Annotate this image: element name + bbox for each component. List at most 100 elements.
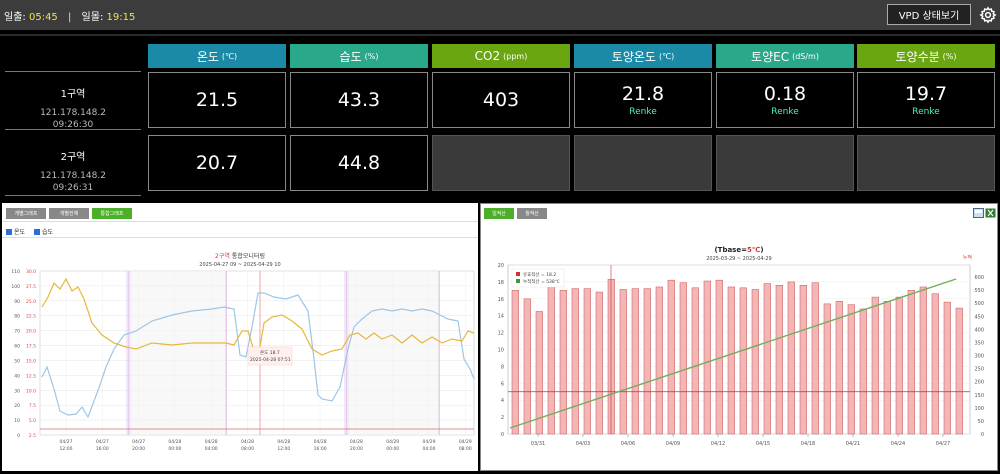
sensor-value: 0.18 [763,83,807,105]
sensor-value: 403 [482,89,520,111]
y-right-tick: 17.5 [26,344,36,350]
daily-bar [655,286,663,435]
sensor-model: Renke [629,107,657,117]
panel-border [480,203,998,471]
x-tick-date: 04/28 [205,439,218,445]
column-label: 토양수분 [895,49,940,64]
daily-bar [751,289,759,435]
y-left-tick: 16 [498,297,504,303]
sensor-model: Renke [771,107,799,117]
sensor-value-cell [432,135,570,191]
column-label: CO2 [474,49,501,63]
y-right-tick: 200 [974,380,984,386]
y-left-tick: 30 [14,388,20,394]
day-marker-band [126,271,131,435]
right-axis-label: 누적 [963,254,972,261]
chart-title-prefix: (Tbase= [714,246,747,254]
y-right-tick: 12.5 [26,373,36,379]
divider [5,129,141,130]
humidity-checkbox[interactable]: 습도 [34,227,53,236]
x-tick-time: 20:00 [132,446,145,452]
sensor-value: 19.7 [904,83,948,105]
sensor-value-cell: 20.7 [148,135,286,191]
x-tick: 04/15 [756,441,770,447]
vpd-status-button[interactable]: VPD 상태보기 [887,4,971,25]
x-tick-time: 04:00 [423,446,436,452]
y-left-tick: 80 [14,314,20,320]
y-left-tick: 20 [498,263,504,269]
x-tick-date: 04/28 [168,439,181,445]
combined-monitoring-chart: 2구역 통합모니터링 2025-04-27 09 ~ 2025-04-29 10 11… [11,252,475,452]
daily-bar [583,288,591,435]
daily-bar [883,301,891,435]
y-left-tick: 12 [498,331,504,337]
temperature-checkbox[interactable]: 온도 [6,227,25,236]
x-tick: 04/18 [801,441,815,447]
y-right-tick: 250 [974,367,984,373]
top-bar: 일출: 05:45 | 일몰: 19:15 VPD 상태보기 [0,0,1000,30]
right-chart-panel: 일적산 월적산 (Tbase=5℃) 2025-03-29 ~ 2025-04-2… [480,203,998,471]
daily-bar [667,279,675,435]
x-tick: 04/09 [666,441,680,447]
checkbox-label: 습도 [42,229,54,236]
y-right-tick: 50 [978,419,984,425]
column-label: 온도 [196,49,219,64]
zone-ip: 121.178.148.2 [40,108,106,118]
y-right-tick: 400 [974,327,984,333]
chart-title-text: 통합모니터링 [232,252,265,260]
x-tick-time: 08:00 [459,446,472,452]
sunset-time: 19:15 [106,12,136,23]
tooltip-time: 2025-04-28 07:51 [250,357,291,363]
y-left-tick: 6 [501,381,504,387]
sensor-value: 21.5 [195,89,239,111]
print-icon[interactable] [973,208,984,218]
y-right-tick: 450 [974,314,984,320]
column-unit: (℃) [658,51,675,61]
chart-title-suffix: ) [760,246,763,254]
x-tick-time: 16:00 [314,446,327,452]
y-right-tick: 350 [974,340,984,346]
x-tick-time: 00:00 [168,446,181,452]
x-tick-date: 04/28 [241,439,254,445]
y-left-tick: 10 [14,418,20,424]
column-unit: (ppm) [503,51,528,61]
sunset-label: 일몰: [81,12,104,23]
tab-monthly-accumulation[interactable]: 월적산 [517,208,547,219]
sensor-value: 44.8 [337,152,381,174]
x-tick: 04/27 [936,441,950,447]
x-tick-date: 04/29 [423,439,436,445]
chart-title-zone: 2구역 [215,252,230,260]
zone-name: 2구역 [60,152,86,163]
chart-subtitle: 2025-03-29 ~ 2025-04-29 [706,256,771,262]
y-right-tick: 300 [974,354,984,360]
excel-icon[interactable] [985,208,996,218]
daily-bar [943,301,951,435]
chart-subtitle: 2025-04-27 09 ~ 2025-04-29 10 [199,262,280,268]
daily-bar [631,288,639,435]
tab-combined-graph[interactable]: 통합그래프 [92,208,132,219]
zone-ip: 121.178.148.2 [40,171,106,181]
daily-bar [787,281,795,435]
y-left-tick: 4 [501,398,504,404]
daily-bar [931,293,939,435]
sensor-value-cell [574,135,712,191]
chart-title: 2구역 통합모니터링 [215,252,265,260]
tab-daily-accumulation[interactable]: 일적산 [484,208,514,219]
x-tick-time: 12:00 [277,446,290,452]
daily-bar [871,296,879,435]
divider [5,195,141,196]
daily-bar [919,286,927,435]
tab-individual-graph[interactable]: 개별그래프 [6,208,46,219]
daily-bar [775,284,783,435]
gear-icon[interactable] [979,6,997,24]
tooltip-box [247,346,293,366]
tab-individual-all[interactable]: 개별전체 [49,208,89,219]
zone-time: 09:26:30 [52,120,94,130]
daily-bar [835,301,843,435]
column-header: 온도 (℃) [148,44,286,68]
x-tick-date: 04/28 [277,439,290,445]
y-left-tick: 20 [14,403,20,409]
zone-1-label: 1구역 121.178.148.2 09:26:30 [5,85,141,131]
column-header: 토양수분 (%) [857,44,995,68]
divider [2,221,478,222]
